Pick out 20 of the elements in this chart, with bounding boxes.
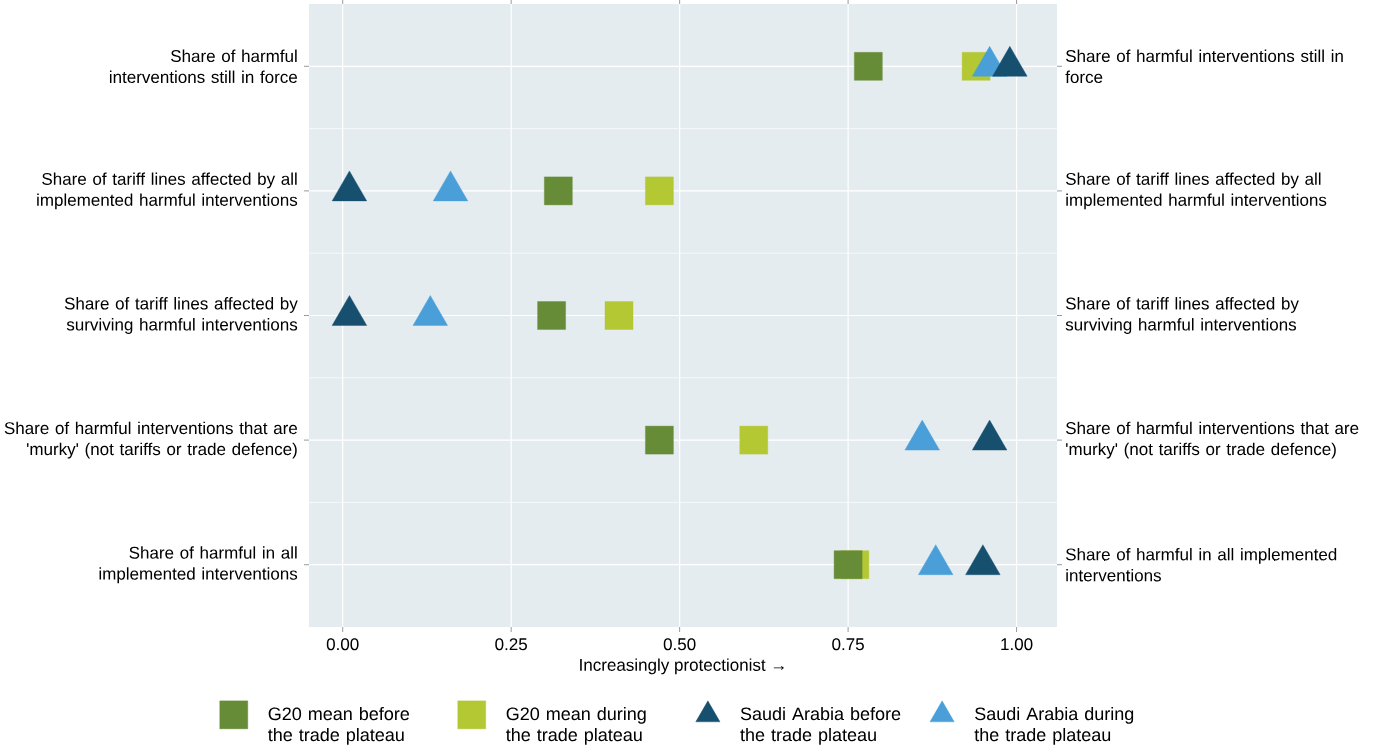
legend-label: G20 mean before the trade plateau — [268, 706, 410, 745]
category-label: Share of harmful in all implemented interventions — [99, 546, 298, 584]
y-tick-label: Share of harmful interventions still in force — [1065, 49, 1343, 84]
y-tick-label: Share of harmful in all implemented interventions — [1065, 547, 1337, 582]
legend-label: Saudi Arabia during the trade plateau — [974, 706, 1134, 745]
legend-label: G20 mean during the trade plateau — [506, 706, 646, 745]
x-tick-label: 0.00 — [326, 638, 359, 651]
category-label: Share of harmful interventions still in force — [109, 49, 297, 84]
y-tick-label: Share of tariff lines affected by all implemented harmful interventions — [1065, 172, 1327, 210]
x-tick-label: 0.25 — [495, 638, 527, 651]
y-tick-label: Share of tariff lines affected by surviving harmful interventions — [1065, 297, 1299, 334]
x-tick-label: 0.75 — [832, 638, 864, 651]
category-label: Share of harmful interventions that are 'murky' (not tariffs or trade defence) — [4, 421, 297, 459]
x-tick-label: 0.50 — [663, 638, 696, 651]
y-tick-label: Share of harmful interventions that are 'murky' (not tariffs or trade defence) — [1065, 421, 1359, 459]
legend-label: Saudi Arabia before the trade plateau — [740, 706, 901, 745]
x-tick-label: 1.00 — [1001, 638, 1033, 651]
category-label: Share of tariff lines affected by surviving harmful interventions — [64, 297, 298, 334]
category-label: Share of tariff lines affected by all implemented harmful interventions — [37, 172, 298, 210]
x-axis-title: Increasingly protectionist → — [580, 658, 784, 675]
